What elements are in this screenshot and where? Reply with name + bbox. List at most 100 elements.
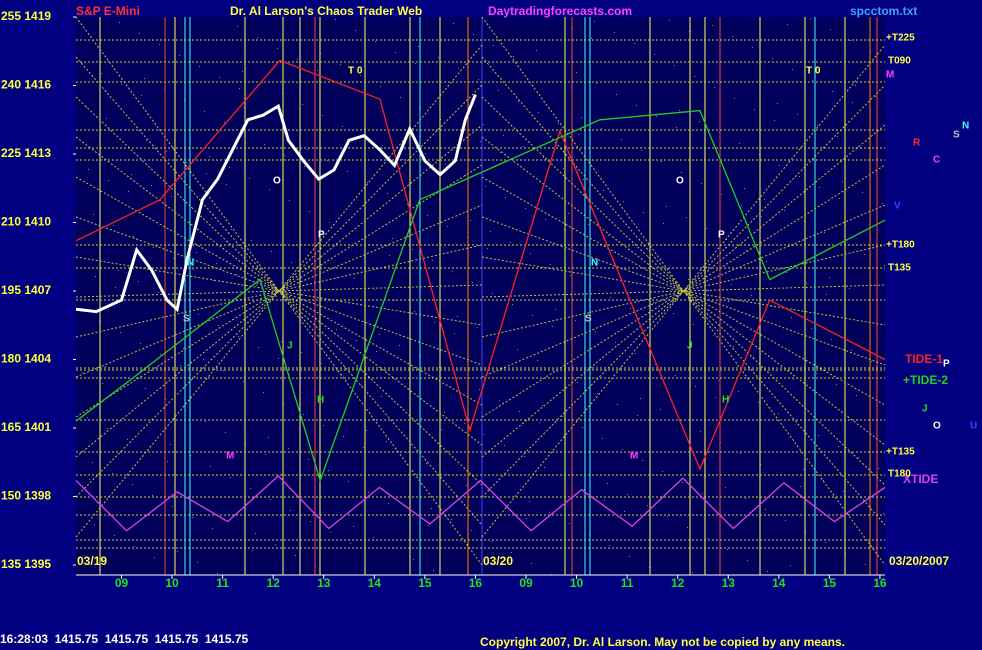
star-dot xyxy=(303,414,304,415)
star-dot xyxy=(204,111,205,112)
star-dot xyxy=(271,251,272,252)
star-dot xyxy=(432,260,433,261)
annotation: M xyxy=(630,451,638,462)
star-dot xyxy=(811,328,812,329)
star-dot xyxy=(774,120,775,121)
star-dot xyxy=(406,452,407,453)
star-dot xyxy=(375,41,376,42)
star-dot xyxy=(172,506,173,507)
star-dot xyxy=(816,373,817,374)
star-dot xyxy=(530,253,531,254)
star-dot xyxy=(531,563,532,564)
star-dot xyxy=(503,135,504,136)
star-dot xyxy=(582,427,583,428)
star-dot xyxy=(140,343,141,344)
star-dot xyxy=(862,192,863,193)
star-dot xyxy=(217,573,218,574)
x-tick-label: 13 xyxy=(317,576,331,590)
annotation: S xyxy=(585,314,592,325)
star-dot xyxy=(145,388,146,389)
y-tick-label: 180 1404 xyxy=(1,352,51,366)
star-dot xyxy=(615,342,616,343)
star-dot xyxy=(549,512,550,513)
star-dot xyxy=(309,211,310,212)
star-dot xyxy=(276,296,277,297)
star-dot xyxy=(532,315,533,316)
annotation: J xyxy=(687,341,693,352)
star-dot xyxy=(662,471,663,472)
star-dot xyxy=(753,357,754,358)
star-dot xyxy=(523,146,524,147)
star-dot xyxy=(538,112,539,113)
star-dot xyxy=(536,50,537,51)
y-tick-label: 240 1416 xyxy=(1,78,51,92)
star-dot xyxy=(673,313,674,314)
star-dot xyxy=(524,456,525,457)
star-dot xyxy=(510,242,511,243)
y-tick-label: 255 1419 xyxy=(1,9,51,23)
star-dot xyxy=(102,383,103,384)
star-dot xyxy=(335,19,336,20)
fan-line xyxy=(481,204,886,378)
star-dot xyxy=(382,148,383,149)
star-dot xyxy=(505,197,506,198)
star-dot xyxy=(106,118,107,119)
star-dot xyxy=(725,487,726,488)
star-dot xyxy=(819,187,820,188)
star-dot xyxy=(575,320,576,321)
star-dot xyxy=(262,82,263,83)
star-dot xyxy=(603,190,604,191)
annotation: +T135 xyxy=(886,447,915,458)
star-dot xyxy=(799,176,800,177)
annotation: R xyxy=(913,138,921,149)
price-line xyxy=(75,94,477,314)
star-dot xyxy=(151,185,152,186)
star-dot xyxy=(800,486,801,487)
star-dot xyxy=(825,542,826,543)
star-dot xyxy=(832,91,833,92)
star-dot xyxy=(751,295,752,296)
star-dot xyxy=(699,121,700,122)
star-dot xyxy=(153,247,154,248)
star-dot xyxy=(609,545,610,546)
annotation: O xyxy=(676,176,684,187)
star-dot xyxy=(444,412,445,413)
star-dot xyxy=(128,191,129,192)
quote: 16:28:03 1415.75 1415.75 1415.75 1415.75 xyxy=(0,632,249,646)
star-dot xyxy=(226,184,227,185)
star-dot xyxy=(191,207,192,208)
star-dot xyxy=(347,171,348,172)
star-dot xyxy=(446,474,447,475)
star-dot xyxy=(87,417,88,418)
star-dot xyxy=(826,294,827,295)
star-dot xyxy=(366,430,367,431)
annotation: T180 xyxy=(888,469,911,480)
star-dot xyxy=(656,116,657,117)
star-dot xyxy=(160,354,161,355)
star-dot xyxy=(252,550,253,551)
star-dot xyxy=(360,75,361,76)
star-dot xyxy=(433,570,434,571)
star-dot xyxy=(539,422,540,423)
star-dot xyxy=(583,179,584,180)
star-dot xyxy=(472,282,473,283)
star-dot xyxy=(270,499,271,500)
star-dot xyxy=(842,181,843,182)
star-dot xyxy=(542,405,543,406)
fan-line xyxy=(481,44,886,538)
star-dot xyxy=(451,519,452,520)
star-dot xyxy=(464,423,465,424)
star-dot xyxy=(706,228,707,229)
star-dot xyxy=(251,240,252,241)
star-dot xyxy=(395,52,396,53)
star-dot xyxy=(581,117,582,118)
annotation: J xyxy=(922,404,928,415)
star-dot xyxy=(328,470,329,471)
star-dot xyxy=(681,172,682,173)
star-dot xyxy=(487,248,488,249)
star-dot xyxy=(790,565,791,566)
star-dot xyxy=(86,107,87,108)
star-dot xyxy=(577,382,578,383)
date-label: 03/20 xyxy=(483,554,513,568)
